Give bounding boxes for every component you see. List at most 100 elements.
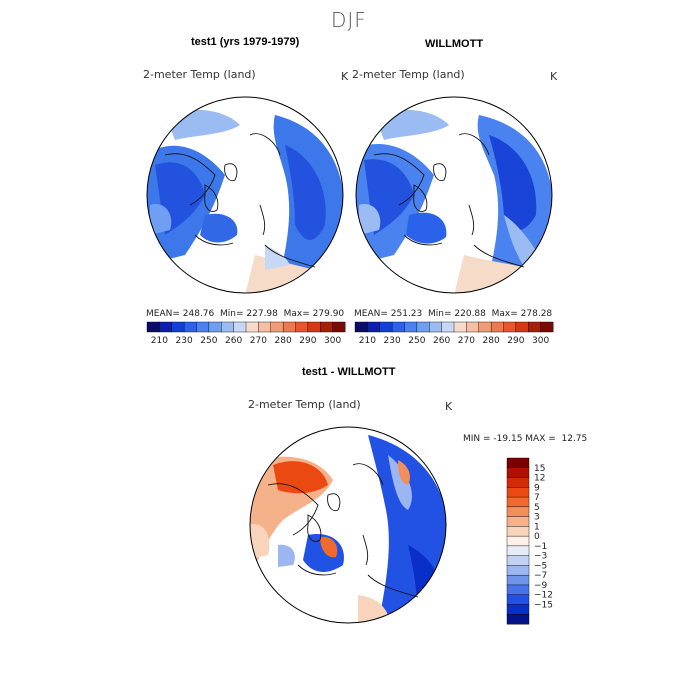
panel1-polar-map [146, 96, 344, 294]
panel1-colorbar-tick-label: 270 [250, 336, 267, 346]
panel3-colorbar-swatch [506, 467, 530, 478]
panel3-colorbar-tick-label: 1 [534, 522, 540, 532]
panel2-colorbar-tick-label: 280 [483, 336, 500, 346]
panel2-polar-map [355, 96, 553, 294]
panel2-colorbar-swatch [416, 321, 430, 333]
panel1-colorbar-swatch [245, 321, 259, 333]
panel2-colorbar-tick-label: 290 [507, 336, 524, 346]
panel3-colorbar-tick-label: −9 [534, 581, 548, 591]
panel2-min-value: 220.88 [454, 309, 486, 319]
panel2-stats: MEAN= 251.23 Min= 220.88 Max= 278.28 [354, 309, 552, 319]
panel2-colorbar-swatch [391, 321, 405, 333]
panel3-colorbar-tick-label: −7 [534, 571, 547, 581]
panel2-colorbar-swatch [379, 321, 393, 333]
panel3-colorbar-tick-label: 5 [534, 503, 540, 513]
panel2-colorbar-swatch [540, 321, 554, 333]
panel1-stats: MEAN= 248.76 Min= 227.98 Max= 279.90 [146, 309, 344, 319]
panel1-colorbar-swatch [270, 321, 284, 333]
panel1-colorbar-swatch [159, 321, 173, 333]
panel1-colorbar-swatch [258, 321, 272, 333]
panel3-colorbar-swatch [506, 477, 530, 488]
panel2-map-boundary [355, 96, 553, 294]
panel2-min-label: Min= [428, 309, 452, 319]
panel2-title: WILLMOTT [425, 38, 484, 50]
panel1-colorbar-swatch [196, 321, 210, 333]
panel2-max-value: 278.28 [520, 309, 553, 319]
panel2-colorbar-tick-label: 300 [532, 336, 549, 346]
panel1-colorbar-tick-label: 260 [225, 336, 242, 346]
panel3-colorbar-swatch [506, 487, 530, 498]
panel1-temperature-field [147, 97, 343, 293]
panel1-mean-value: 248.76 [182, 309, 215, 319]
panel3-colorbar-tick-label: 12 [534, 474, 545, 484]
panel3-colorbar-tick-label: 0 [534, 532, 540, 542]
panel1-map-boundary [146, 96, 344, 294]
panel2-colorbar-tick-label: 270 [458, 336, 475, 346]
panel2-colorbar-swatch [441, 321, 455, 333]
panel1-coastlines [164, 133, 316, 268]
panel2-colorbar-swatch [404, 321, 418, 333]
panel1-colorbar-swatch [208, 321, 222, 333]
panel3-colorbar-swatch [506, 506, 530, 517]
panel1-min-label: Min= [220, 309, 244, 319]
panel1-max-value: 279.90 [312, 309, 345, 319]
panel3-units-label: K [445, 400, 453, 413]
panel2-colorbar-swatch [503, 321, 517, 333]
panel3-colorbar-tick-label: −15 [534, 600, 553, 610]
panel2-max-label: Max= [491, 309, 518, 319]
panel1-colorbar-swatch [332, 321, 346, 333]
panel2-colorbar-tick-label: 260 [433, 336, 450, 346]
panel3-colorbar-swatch [506, 594, 530, 605]
figure-title: DJF [331, 8, 367, 32]
panel1-colorbar-swatch [146, 321, 160, 333]
panel3-colorbar-swatch [506, 604, 530, 615]
panel2-colorbar-swatch [367, 321, 381, 333]
panel3-colorbar-tick-label: 3 [534, 513, 540, 523]
panel1-colorbar-swatch [221, 321, 235, 333]
panel3-colorbar-tick-label: −12 [534, 591, 553, 601]
panel1-mean-label: MEAN= [146, 309, 180, 319]
panel2-mean-value: 251.23 [390, 309, 423, 319]
panel1-colorbar-tick-label: 290 [299, 336, 316, 346]
panel1-colorbar-swatch [171, 321, 185, 333]
panel1-title: test1 (yrs 1979-1979) [191, 36, 300, 48]
panel3-colorbar-tick-label: −5 [534, 561, 547, 571]
panel3-colorbar-swatch [506, 555, 530, 566]
panel3-colorbar-swatch [506, 574, 530, 586]
panel1-colorbar-tick-label: 250 [200, 336, 217, 346]
panel2-colorbar-swatch [528, 321, 542, 333]
panel1-colorbar-swatch [183, 321, 197, 333]
panel1-units-label: K [341, 70, 349, 83]
panel3-difference-field [250, 427, 446, 623]
panel3-colorbar-swatch [506, 457, 530, 469]
panel2-units-label: K [550, 70, 558, 83]
panel3-colorbar-swatch [506, 584, 530, 596]
panel3-colorbar-swatch [506, 565, 530, 576]
panel2-variable-label: 2-meter Temp (land) [352, 68, 465, 81]
panel2-colorbar-tick-label: 230 [384, 336, 401, 346]
panel2-colorbar-swatch [490, 321, 504, 333]
panel2-colorbar-swatch [466, 321, 480, 333]
panel3-variable-label: 2-meter Temp (land) [248, 398, 361, 411]
panel3-min-max-label: MIN = -19.15 MAX = 12.75 [463, 434, 588, 444]
panel1-min-value: 227.98 [246, 309, 278, 319]
panel2-mean-label: MEAN= [354, 309, 388, 319]
panel3-colorbar-tick-label: 9 [534, 483, 540, 493]
panel3-colorbar-tick-label: 15 [534, 464, 545, 474]
panel3-colorbar-swatch [506, 535, 530, 547]
panel3-colorbar-swatch [506, 545, 530, 557]
panel3-polar-map [249, 426, 447, 624]
panel3-map-boundary [249, 426, 447, 624]
panel1-colorbar-tick-label: 300 [324, 336, 341, 346]
panel3-coastlines [267, 463, 419, 598]
panel2-colorbar-swatch [453, 321, 467, 333]
panel2-colorbar-swatch [478, 321, 492, 333]
panel1-variable-label: 2-meter Temp (land) [143, 68, 256, 81]
panel1-colorbar-tick-label: 230 [176, 336, 193, 346]
panel2-colorbar: 210 230 250 260 270 280 290 300 [354, 321, 554, 346]
panel3-colorbar-swatch [506, 516, 530, 527]
panel1-colorbar-swatch [282, 321, 296, 333]
panel1-colorbar-tick-label: 210 [151, 336, 168, 346]
panel1-colorbar-tick-label: 280 [275, 336, 292, 346]
